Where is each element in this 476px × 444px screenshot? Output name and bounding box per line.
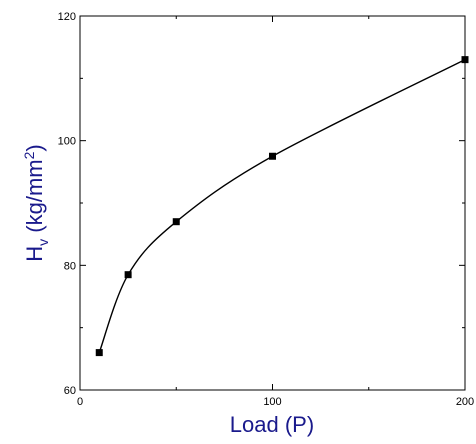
y-axis-title-main: H: [22, 246, 47, 262]
y-axis-title-unit-sup: 2: [21, 151, 37, 159]
data-point: [124, 271, 132, 279]
y-tick-label: 100: [58, 136, 76, 148]
axis-tick-labels: 0 100 200 60 80 100 120: [58, 11, 475, 408]
y-axis-title: Hv (kg/mm2): [21, 144, 51, 261]
y-axis-title-subscript: v: [35, 239, 51, 246]
y-tick-label: 80: [64, 260, 76, 272]
x-tick-label: 0: [77, 396, 83, 408]
y-axis-title-unit-close: ): [22, 144, 47, 151]
data-point: [172, 218, 180, 226]
y-tick-label: 120: [58, 11, 76, 23]
fit-curve: [98, 59, 466, 353]
y-axis-title-unit-open: (kg/mm: [22, 159, 47, 238]
data-point: [95, 349, 103, 357]
x-axis-title: Load (P): [230, 412, 314, 437]
x-tick-label: 100: [263, 396, 281, 408]
plot-frame: [79, 15, 466, 391]
y-tick-label: 60: [64, 385, 76, 397]
axis-ticks: [79, 15, 466, 391]
data-point: [269, 152, 276, 160]
data-point: [461, 56, 469, 64]
data-points: [95, 56, 469, 357]
x-tick-label: 200: [456, 396, 474, 408]
